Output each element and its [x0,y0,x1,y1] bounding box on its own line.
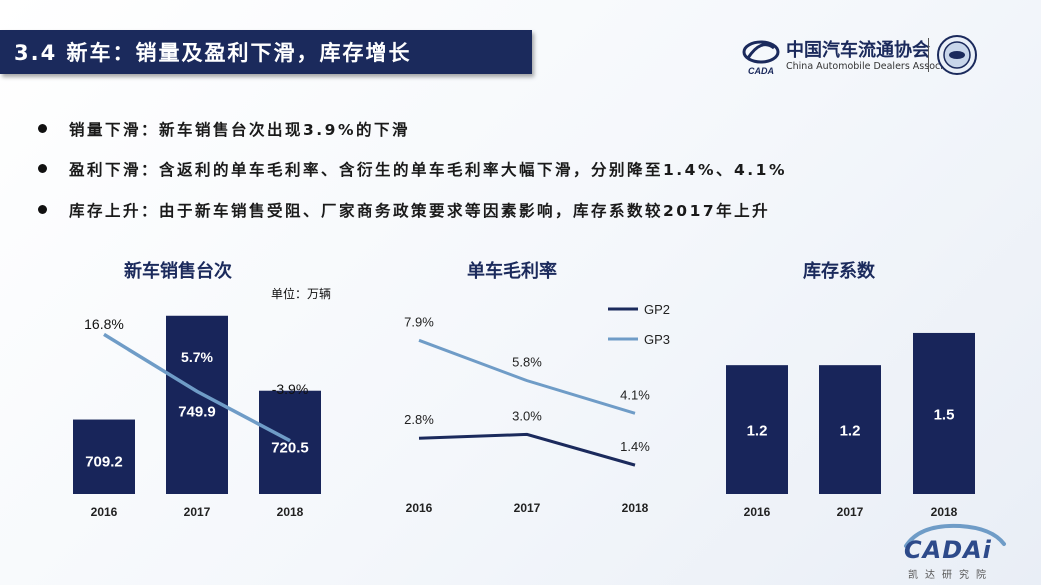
logo-divider [928,38,929,72]
chart-title-sales: 新车销售台次 [124,261,232,282]
cadai-brand: CADAi [904,536,992,564]
chart-title-margin: 单车毛利率 [467,261,557,282]
inventory-bar-label: 1.5 [934,406,955,423]
growth-rate-label: -3.9% [272,381,309,397]
series-line-gp2 [418,432,636,467]
org-name-cn: 中国汽车流通协会 [786,40,930,61]
bullet-text: 盈利下滑：含返利的单车毛利率、含衍生的单车毛利率大幅下滑，分别降至1.4%、4.… [69,161,787,179]
x-tick-label: 2018 [622,501,649,515]
series-data-label: 3.0% [512,408,542,423]
cadai-logo: CADAi 凯达研究院 [900,520,1010,582]
x-tick-label: 2016 [91,505,118,519]
inventory-bar [913,332,975,494]
bullet-dot-icon [38,164,47,173]
page-title: 3.4 新车：销量及盈利下滑，库存增长 [0,30,532,74]
sales-growth-line [103,332,291,443]
series-line-gp3 [418,338,636,415]
bullet-dot-icon [38,205,47,214]
x-tick-label: 2017 [837,505,864,519]
inventory-bar-label: 1.2 [840,423,861,440]
series-data-label: 5.8% [512,355,542,370]
inventory-bar [726,365,788,494]
bullet-item: 盈利下滑：含返利的单车毛利率、含衍生的单车毛利率大幅下滑，分别降至1.4%、4.… [38,158,787,180]
growth-rate-label: 5.7% [181,349,213,365]
x-tick-label: 2016 [406,501,433,515]
logo-mark-text: CADA [748,66,774,76]
unit-label: 单位：万辆 [271,287,332,301]
series-data-label: 2.8% [404,412,434,427]
cada-logo: CADA 中国汽车流通协会 China Automobile Dealers A… [740,34,1035,76]
legend-label: GP3 [644,332,670,347]
series-data-label: 1.4% [620,439,650,454]
legend-label: GP2 [644,302,670,317]
sales-bar [259,390,321,494]
bullet-text: 库存上升：由于新车销售受阻、厂家商务政策要求等因素影响，库存系数较2017年上升 [69,202,771,220]
bullet-item: 销量下滑：新车销售台次出现3.9%的下滑 [38,118,410,140]
org-name-en: China Automobile Dealers Association [786,61,967,72]
x-tick-label: 2017 [184,505,211,519]
inventory-bar-label: 1.2 [747,423,768,440]
series-data-label: 4.1% [620,387,650,402]
car-outline-icon [904,523,1006,548]
association-seal-icon [937,35,977,75]
sales-bar-label: 749.9 [178,403,216,420]
bullet-dot-icon [38,124,47,133]
chart-title-inventory: 库存系数 [803,261,875,282]
bullet-text: 销量下滑：新车销售台次出现3.9%的下滑 [69,121,410,139]
x-tick-label: 2016 [744,505,771,519]
x-tick-label: 2017 [514,501,541,515]
bullet-item: 库存上升：由于新车销售受阻、厂家商务政策要求等因素影响，库存系数较2017年上升 [38,199,770,221]
sales-bar-label: 720.5 [271,439,309,456]
inventory-bar [819,365,881,494]
sales-bar-label: 709.2 [85,453,123,470]
sales-bar [166,315,228,494]
series-data-label: 7.9% [404,314,434,329]
cada-logo-icon: CADA [742,40,780,76]
x-tick-label: 2018 [277,505,304,519]
x-tick-label: 2018 [931,505,958,519]
cadai-brand-cn: 凯达研究院 [908,570,993,581]
sales-bar [73,419,135,494]
growth-rate-label: 16.8% [84,316,124,332]
